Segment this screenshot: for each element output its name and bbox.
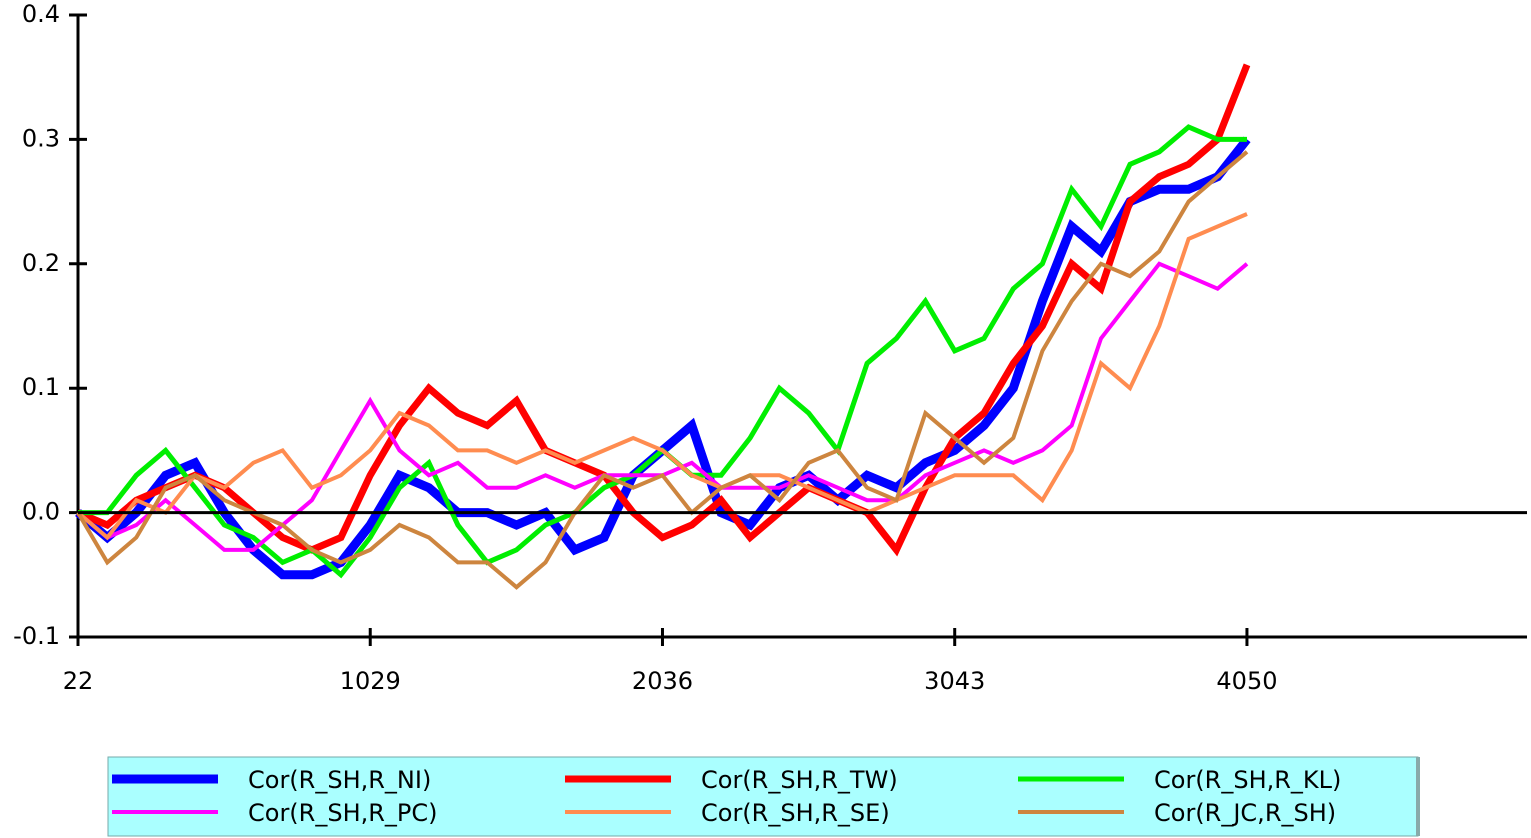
x-tick-label: 1029 (340, 667, 401, 695)
x-tick-label: 4050 (1216, 667, 1277, 695)
legend-label: Cor(R_JC,R_SH) (1154, 799, 1336, 827)
legend-label: Cor(R_SH,R_KL) (1154, 766, 1341, 794)
series-line (78, 124, 1247, 579)
y-tick-label: 0.2 (22, 249, 60, 277)
y-tick-label: 0.4 (22, 0, 60, 28)
legend-label: Cor(R_SH,R_TW) (701, 766, 898, 794)
x-tick-label: 2036 (632, 667, 693, 695)
series-line (76, 63, 1251, 557)
y-tick-label: 0.0 (22, 498, 60, 526)
legend-label: Cor(R_SH,R_PC) (248, 799, 438, 827)
series-line (76, 212, 1248, 541)
y-tick-label: -0.1 (13, 622, 60, 650)
series-line (76, 261, 1249, 552)
y-tick-label: 0.1 (22, 373, 60, 401)
legend-label: Cor(R_SH,R_SE) (701, 799, 890, 827)
y-tick-label: 0.3 (22, 124, 60, 152)
legend-box (107, 756, 1419, 837)
legend-label: Cor(R_SH,R_NI) (248, 766, 431, 794)
x-tick-label: 3043 (924, 667, 985, 695)
series-line (76, 150, 1249, 590)
x-tick-label: 22 (63, 667, 94, 695)
